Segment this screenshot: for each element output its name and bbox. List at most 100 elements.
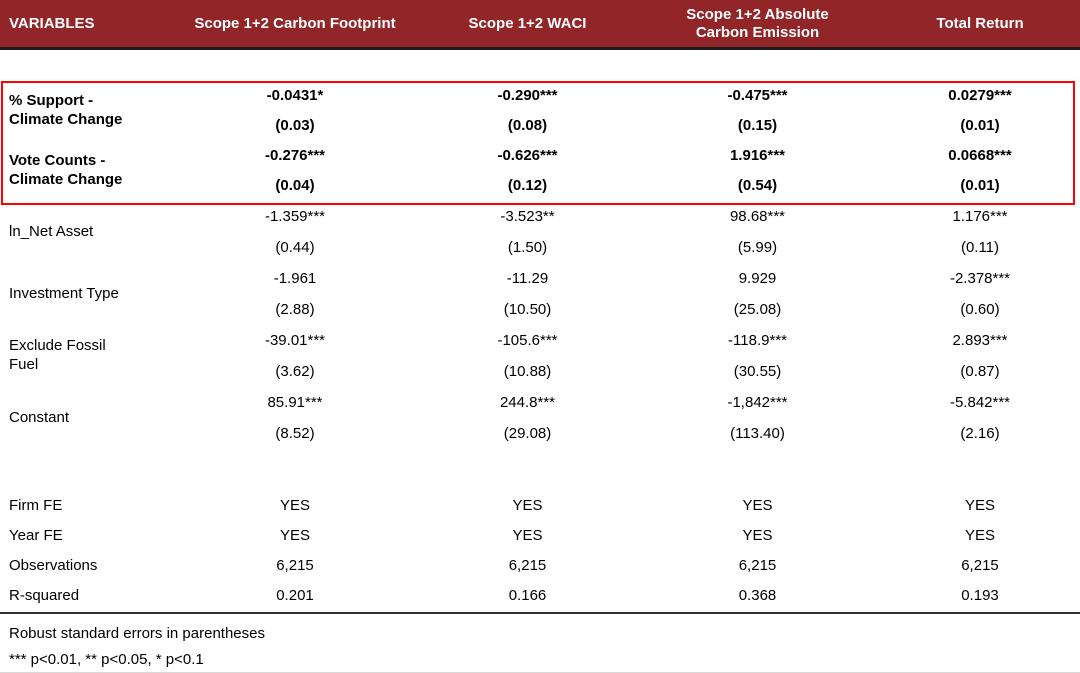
coef-cell: -1.359*** xyxy=(264,207,326,225)
column-header-waci: Scope 1+2 WACI xyxy=(468,14,587,32)
coef-cell: -105.6*** xyxy=(497,331,558,349)
summary-cell: 6,215 xyxy=(961,556,999,574)
stderr-cell: (0.04) xyxy=(275,176,315,194)
table-row-pct-support: % Support - Climate Change -0.0431* -0.2… xyxy=(0,80,1080,140)
stderr-cell: (0.87) xyxy=(960,362,1000,380)
stderr-cell: (0.44) xyxy=(275,238,315,256)
row-label-line2: Climate Change xyxy=(9,171,123,188)
row-label-observations: Observations xyxy=(9,556,98,574)
row-label-text: Exclude Fossil Fuel xyxy=(9,337,106,373)
stderr-cell: (25.08) xyxy=(733,300,782,318)
stderr-cell: (0.03) xyxy=(275,116,315,134)
summary-cell: 0.166 xyxy=(508,586,547,604)
stderr-cell: (0.01) xyxy=(960,176,1000,194)
stderr-cell: (0.11) xyxy=(960,238,1000,256)
row-label-investment-type: Investment Type xyxy=(0,284,150,303)
coef-cell: 244.8*** xyxy=(499,393,556,411)
coef-cell: -0.475*** xyxy=(727,86,788,104)
summary-cell: 6,215 xyxy=(738,556,777,574)
coef-cell: 98.68*** xyxy=(729,207,786,225)
column-header-carbon-footprint: Scope 1+2 Carbon Footprint xyxy=(194,14,396,32)
stderr-cell: (2.88) xyxy=(275,300,315,318)
stderr-cell: (10.50) xyxy=(503,300,552,318)
stderr-cell: (8.52) xyxy=(275,424,315,442)
stderr-cell: (10.88) xyxy=(503,362,552,380)
row-label-text: Constant xyxy=(9,408,70,426)
coef-cell: -5.842*** xyxy=(949,393,1011,411)
stderr-cell: (0.54) xyxy=(737,176,778,194)
summary-cell: YES xyxy=(512,526,543,544)
row-label-r-squared: R-squared xyxy=(9,586,80,604)
summary-cell: 0.368 xyxy=(738,586,777,604)
header-spacer xyxy=(0,50,1080,80)
stderr-cell: (2.16) xyxy=(960,424,1000,442)
coef-cell: 0.0279*** xyxy=(948,86,1012,104)
note-standard-errors: Robust standard errors in parentheses xyxy=(9,625,265,642)
note-significance-levels: *** p<0.01, ** p<0.05, * p<0.1 xyxy=(9,651,204,668)
coef-cell: 0.0668*** xyxy=(948,146,1012,164)
summary-cell: YES xyxy=(279,496,310,514)
stderr-cell: (0.60) xyxy=(960,300,1000,318)
column-header-absolute-emission: Scope 1+2 Absolute Carbon Emission xyxy=(635,6,880,42)
stderr-cell: (30.55) xyxy=(733,362,782,380)
row-label-firm-fe: Firm FE xyxy=(9,496,63,514)
coef-cell: 2.893*** xyxy=(952,331,1008,349)
row-label-exclude-fossil-fuel: Exclude Fossil Fuel xyxy=(0,336,150,374)
table-bottom-rule xyxy=(0,612,1080,614)
row-label-ln-net-asset: ln_Net Asset xyxy=(0,222,150,241)
coef-cell: -3.523** xyxy=(500,207,555,225)
summary-cell: YES xyxy=(742,526,773,544)
table-header-row: VARIABLES Scope 1+2 Carbon Footprint Sco… xyxy=(0,0,1080,50)
stderr-cell: (29.08) xyxy=(503,424,552,442)
stderr-cell: (0.08) xyxy=(507,116,548,134)
stderr-cell: (113.40) xyxy=(730,424,785,442)
coef-cell: -0.276*** xyxy=(264,146,326,164)
stderr-cell: (1.50) xyxy=(507,238,548,256)
coef-cell: -0.0431* xyxy=(266,86,324,104)
coef-cell: -118.9*** xyxy=(728,331,787,349)
coef-cell: -11.29 xyxy=(506,269,549,287)
stderr-cell: (0.15) xyxy=(737,116,778,134)
summary-cell: 0.201 xyxy=(276,586,314,604)
table-notes: Robust standard errors in parentheses **… xyxy=(0,614,1080,673)
coef-cell: -2.378*** xyxy=(949,269,1011,287)
coef-cell: 1.176*** xyxy=(952,207,1008,225)
stderr-cell: (0.01) xyxy=(960,116,1000,134)
summary-cell: YES xyxy=(964,526,995,544)
row-label-text: Investment Type xyxy=(9,284,119,302)
summary-cell: 0.193 xyxy=(961,586,999,604)
summary-cell: 6,215 xyxy=(276,556,314,574)
row-label-pct-support: % Support - Climate Change xyxy=(0,91,150,129)
stderr-cell: (0.12) xyxy=(507,176,548,194)
section-spacer xyxy=(0,448,1080,490)
stderr-cell: (3.62) xyxy=(275,362,315,380)
table-row-constant: Constant 85.91*** 244.8*** -1,842*** -5.… xyxy=(0,386,1080,448)
stderr-cell: (5.99) xyxy=(737,238,778,256)
table-row-r-squared: R-squared 0.201 0.166 0.368 0.193 xyxy=(0,580,1080,610)
coef-cell: -0.290*** xyxy=(497,86,558,104)
row-label-line1: Vote Counts - xyxy=(9,152,106,169)
summary-cell: YES xyxy=(964,496,995,514)
row-label-text: ln_Net Asset xyxy=(9,222,94,240)
coef-cell: -1,842*** xyxy=(727,393,788,411)
coef-cell: -39.01*** xyxy=(264,331,326,349)
row-label-line2: Climate Change xyxy=(9,111,123,128)
coef-cell: 9.929 xyxy=(738,269,777,287)
summary-cell: YES xyxy=(742,496,773,514)
table-row-observations: Observations 6,215 6,215 6,215 6,215 xyxy=(0,550,1080,580)
summary-cell: 6,215 xyxy=(508,556,547,574)
table-row-year-fe: Year FE YES YES YES YES xyxy=(0,520,1080,550)
column-header-variables: VARIABLES xyxy=(9,14,95,32)
summary-cell: YES xyxy=(512,496,543,514)
row-label-constant: Constant xyxy=(0,408,150,427)
table-row-ln-net-asset: ln_Net Asset -1.359*** -3.523** 98.68***… xyxy=(0,200,1080,262)
column-header-absolute-emission-line1: Scope 1+2 Absolute xyxy=(686,5,829,23)
coef-cell: -0.626*** xyxy=(497,146,558,164)
coef-cell: -1.961 xyxy=(273,269,317,287)
table-row-vote-counts: Vote Counts - Climate Change -0.276*** -… xyxy=(0,140,1080,200)
row-label-year-fe: Year FE xyxy=(9,526,63,544)
coef-cell: 1.916*** xyxy=(729,146,786,164)
row-label-line1: % Support - xyxy=(9,92,94,109)
table-row-exclude-fossil-fuel: Exclude Fossil Fuel -39.01*** -105.6*** … xyxy=(0,324,1080,386)
